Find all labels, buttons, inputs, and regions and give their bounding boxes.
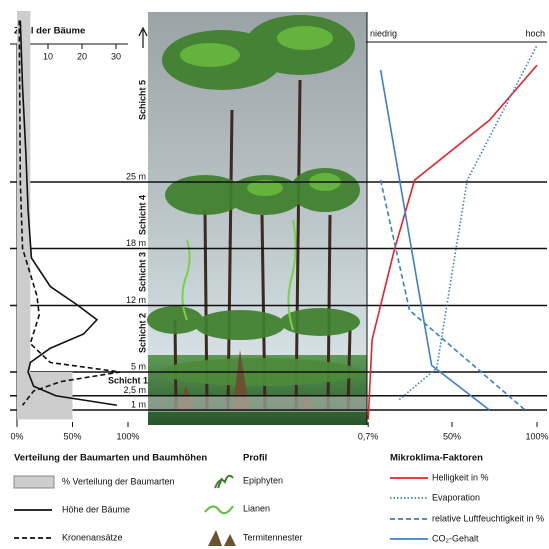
x-tick-label: 0% bbox=[10, 431, 23, 441]
legend-swatch bbox=[14, 476, 54, 488]
x2-tick-label: 20 bbox=[77, 51, 87, 61]
legend-label: Evaporation bbox=[432, 492, 480, 502]
legend-label: Termitennester bbox=[243, 532, 303, 542]
y-tick-label: 25 m bbox=[126, 171, 146, 181]
layer-label: Schicht 3 bbox=[137, 252, 147, 292]
x2-tick-label: 30 bbox=[111, 51, 121, 61]
legend-label: Lianen bbox=[243, 503, 270, 513]
low-label: niedrig bbox=[370, 28, 397, 38]
x2-tick-label: 10 bbox=[43, 51, 53, 61]
x-tick-label: 50% bbox=[63, 431, 81, 441]
layer-label: Schicht 1 bbox=[108, 375, 148, 385]
canopies bbox=[147, 15, 360, 386]
legend-label: % Verteilung der Baumarten bbox=[62, 476, 175, 486]
legend-label: Helligkeit in % bbox=[432, 472, 489, 482]
legend-label: Epiphyten bbox=[243, 475, 283, 485]
profile-legend-title: Profil bbox=[243, 453, 267, 464]
legend-label: CO₂-Gehalt bbox=[432, 533, 479, 543]
y-tick-label: 12 m bbox=[126, 295, 146, 305]
y-tick-label: 5 m bbox=[131, 361, 146, 371]
left-legend-title: Verteilung der Baumarten und Baumhöhen bbox=[14, 453, 207, 464]
right-legend-title: Mikroklima-Faktoren bbox=[390, 453, 483, 464]
x-tick-label: 100% bbox=[116, 431, 139, 441]
x-tick-label: 100% bbox=[525, 431, 548, 441]
y-tick-label: 2,5 m bbox=[123, 385, 146, 395]
x-tick-label: 0,7% bbox=[358, 431, 379, 441]
forest-profile bbox=[147, 12, 367, 425]
figure: Zahl der Bäume niedrig hoch Verteilung d… bbox=[0, 0, 549, 549]
layer-label: Schicht 2 bbox=[137, 313, 147, 353]
legend-label: Kronenansätze bbox=[62, 532, 123, 542]
high-label: hoch bbox=[525, 28, 545, 38]
layer-label: Schicht 5 bbox=[137, 80, 147, 120]
y-tick-label: 18 m bbox=[126, 238, 146, 248]
legend-label: relative Luftfeuchtigkeit in % bbox=[432, 513, 544, 523]
legend-label: Höhe der Bäume bbox=[62, 504, 130, 514]
y-tick-label: 1 m bbox=[131, 399, 146, 409]
x-tick-label: 50% bbox=[443, 431, 461, 441]
layer-label: Schicht 4 bbox=[137, 195, 147, 235]
